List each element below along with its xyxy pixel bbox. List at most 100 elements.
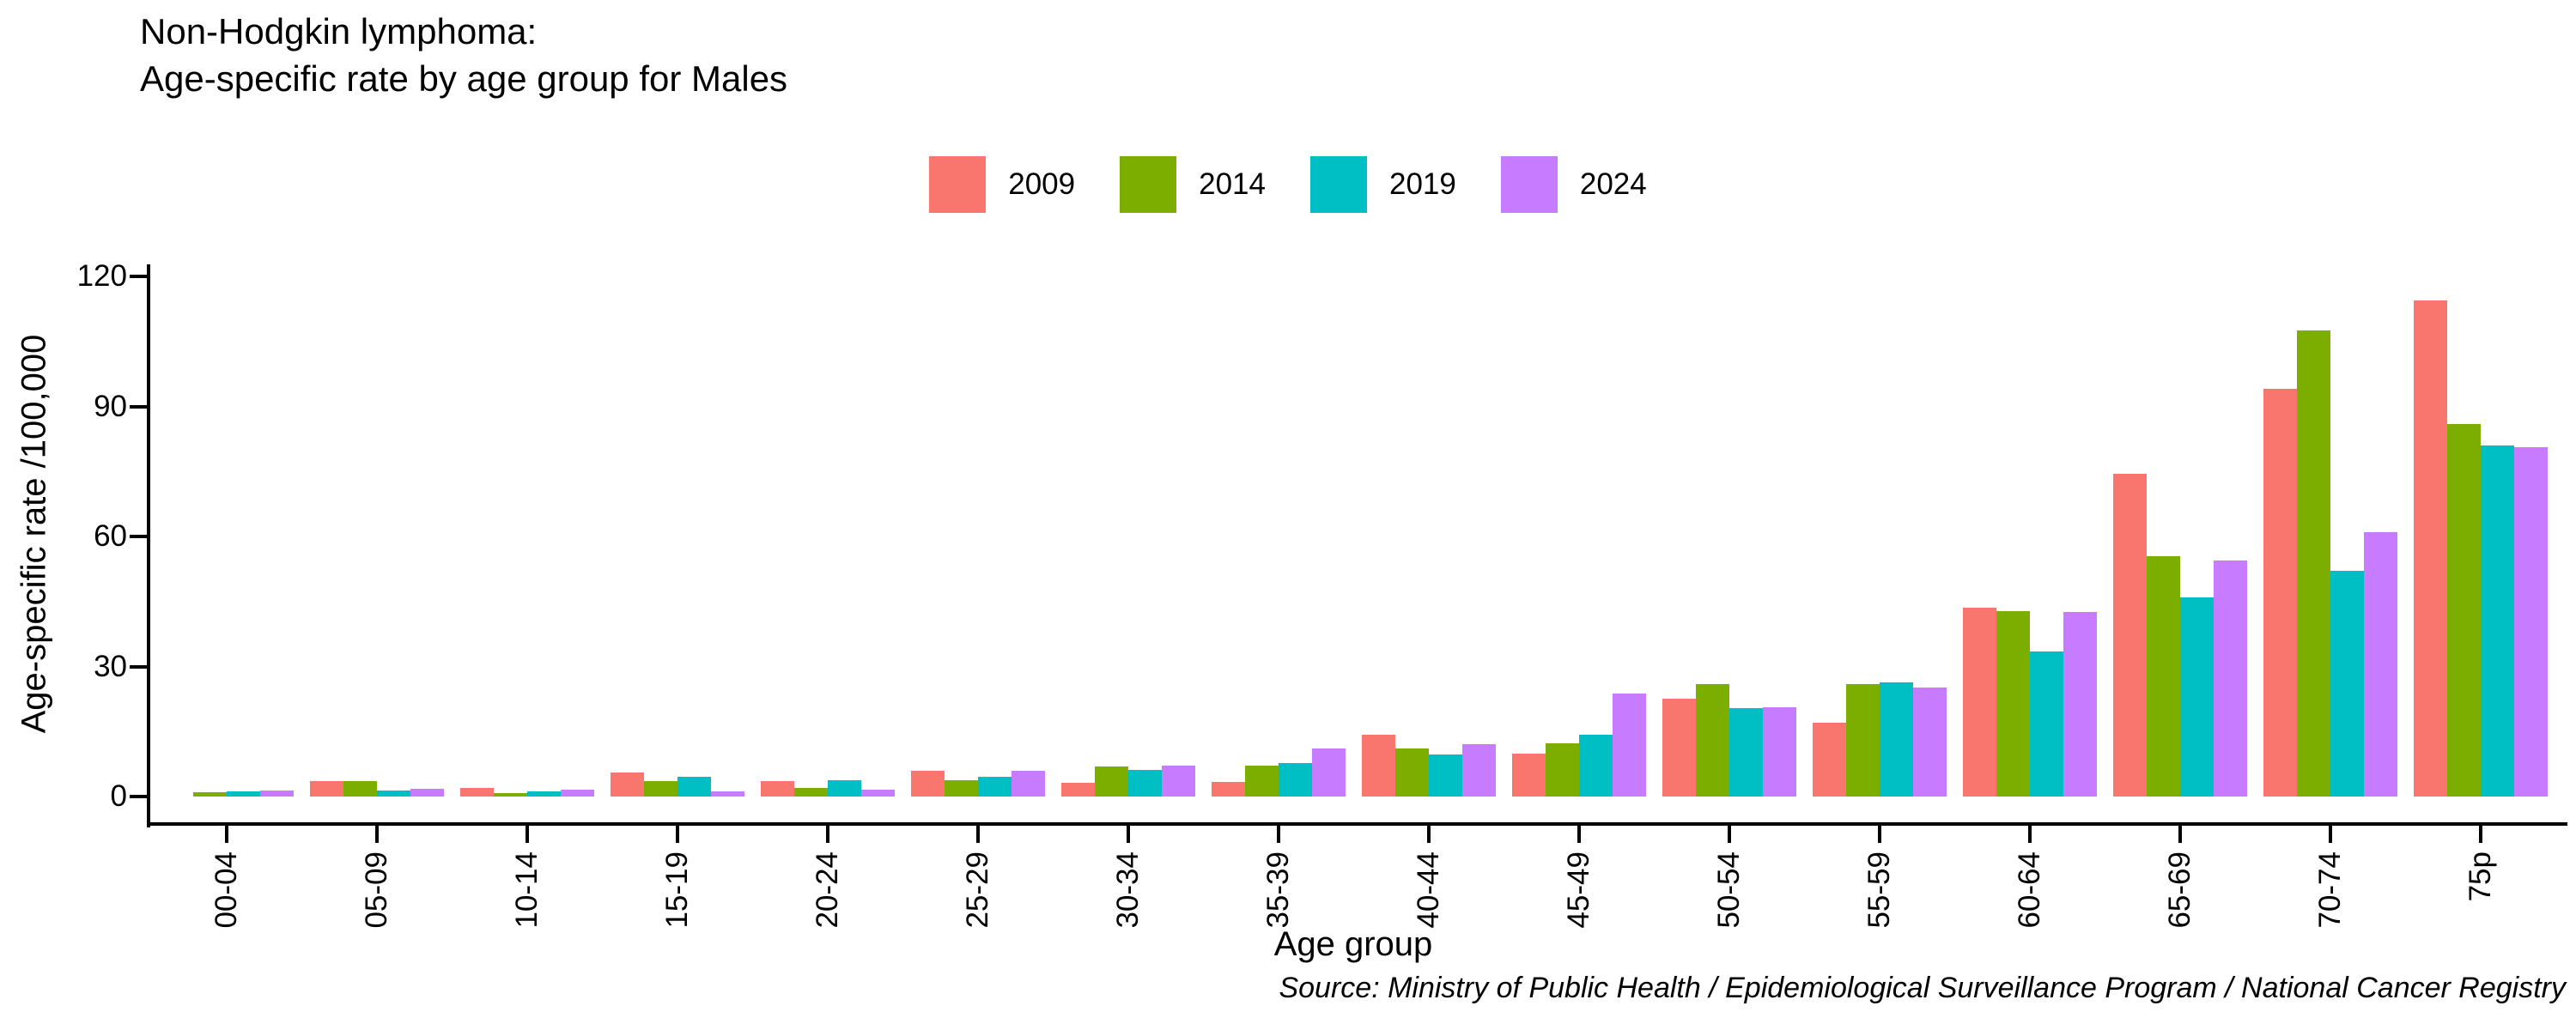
chart-title-line1: Non-Hodgkin lymphoma: <box>140 11 538 52</box>
chart-title: Non-Hodgkin lymphoma: Age-specific rate … <box>140 9 787 102</box>
legend-label: 2009 <box>1008 167 1076 201</box>
bar <box>1278 763 1312 797</box>
x-tick-label: 10-14 <box>509 851 544 929</box>
x-tick-label: 50-54 <box>1711 851 1746 929</box>
x-tick-label: 05-09 <box>359 851 393 929</box>
x-tick-label: 00-04 <box>209 851 243 929</box>
x-tick <box>1426 826 1431 843</box>
bar <box>977 777 1012 797</box>
bar <box>1545 742 1579 797</box>
x-tick-label: 20-24 <box>810 851 844 929</box>
x-tick-label: 25-29 <box>960 851 994 929</box>
legend-item: 2019 <box>1310 156 1456 213</box>
bar <box>2146 555 2180 797</box>
x-tick <box>1126 826 1130 843</box>
bar <box>944 780 978 797</box>
bar <box>1394 748 1429 797</box>
x-tick <box>975 826 980 843</box>
legend-key-swatch <box>1310 156 1367 213</box>
bar <box>226 791 260 797</box>
bar <box>1996 610 2030 797</box>
bar <box>2446 423 2481 797</box>
legend-key-swatch <box>1120 156 1177 213</box>
bar <box>1695 683 1729 797</box>
legend-item: 2009 <box>929 156 1075 213</box>
legend-key-swatch <box>929 156 987 213</box>
bar <box>910 771 945 797</box>
x-tick-label: 15-19 <box>659 851 694 929</box>
bar <box>2029 651 2063 797</box>
bar <box>2413 300 2447 797</box>
x-tick-label: 45-49 <box>1561 851 1595 929</box>
bar <box>560 789 594 797</box>
y-tick-label: 90 <box>94 389 127 423</box>
x-tick <box>2027 826 2032 843</box>
y-axis-line <box>147 264 150 827</box>
bar <box>2063 612 2097 797</box>
bar <box>610 772 644 797</box>
bar <box>1912 687 1947 797</box>
bar <box>710 791 744 797</box>
bar <box>1428 754 1462 797</box>
bar <box>2480 445 2514 797</box>
bar <box>1461 744 1496 797</box>
x-tick <box>2478 826 2482 843</box>
bar <box>259 790 294 797</box>
bar <box>643 781 677 797</box>
x-axis-title: Age group <box>1273 925 1433 963</box>
source-note: Source: Ministry of Public Health / Epid… <box>1279 972 2566 1004</box>
legend-item: 2024 <box>1500 156 1647 213</box>
x-tick-label: 30-34 <box>1110 851 1145 929</box>
x-tick <box>2178 826 2182 843</box>
bar <box>2263 389 2297 797</box>
bar <box>1511 753 1546 797</box>
bar <box>343 781 377 797</box>
bar <box>192 792 227 797</box>
bar <box>1011 771 1045 797</box>
bar <box>2330 571 2364 797</box>
bar <box>1812 723 1846 797</box>
x-tick <box>1727 826 1731 843</box>
bar <box>1879 682 1913 797</box>
legend-label: 2019 <box>1389 167 1456 201</box>
y-tick-label: 120 <box>76 259 127 293</box>
x-tick-label: 75p <box>2463 851 2497 902</box>
bar <box>1127 769 1162 797</box>
bar <box>459 787 494 797</box>
bar <box>2179 597 2214 797</box>
bar <box>493 792 527 797</box>
x-tick <box>675 826 679 843</box>
bar <box>1662 699 1696 797</box>
legend-item: 2014 <box>1120 156 1266 213</box>
x-tick <box>1877 826 1881 843</box>
y-tick <box>130 795 147 798</box>
bar <box>1060 782 1095 797</box>
bar <box>526 791 561 797</box>
bar <box>1211 781 1245 797</box>
bar <box>1762 707 1796 797</box>
legend: 2009 2014 2019 2024 <box>0 156 2576 213</box>
legend-label: 2014 <box>1199 167 1266 201</box>
legend-label: 2024 <box>1579 167 1647 201</box>
x-tick-label: 70-74 <box>2312 851 2347 929</box>
bar <box>1311 748 1346 797</box>
y-tick <box>130 664 147 669</box>
bar <box>1962 608 1996 797</box>
x-tick-label: 35-39 <box>1261 851 1295 929</box>
bar <box>2363 531 2397 797</box>
x-tick <box>525 826 529 843</box>
bar <box>2213 560 2247 797</box>
bar <box>860 790 895 797</box>
bar <box>2513 447 2548 797</box>
x-tick <box>1577 826 1581 843</box>
x-tick <box>374 826 379 843</box>
y-tick-label: 0 <box>110 779 127 813</box>
bar <box>1161 766 1195 797</box>
bar <box>376 790 410 797</box>
bar <box>1094 766 1128 797</box>
x-axis-line <box>147 822 2567 826</box>
bar <box>309 781 343 797</box>
bar <box>760 781 794 797</box>
bar <box>1728 708 1763 797</box>
y-tick <box>130 404 147 409</box>
